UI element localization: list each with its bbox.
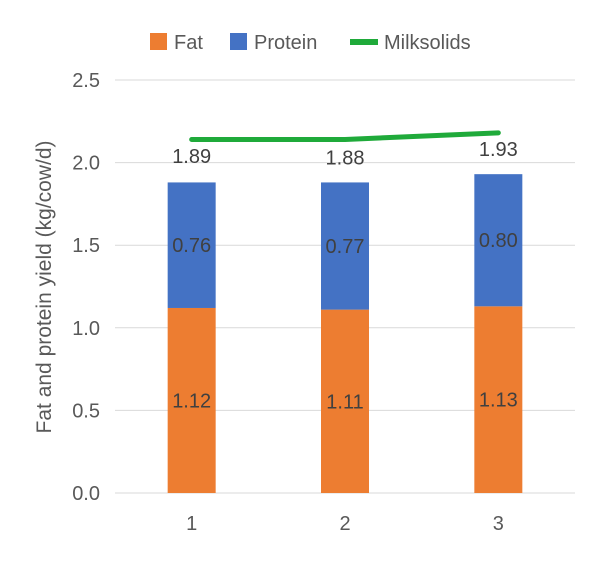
legend-label-fat: Fat bbox=[174, 32, 203, 54]
legend-label-milksolids: Milksolids bbox=[384, 32, 471, 54]
x-tick-label: 3 bbox=[493, 513, 504, 535]
data-label-protein: 0.80 bbox=[479, 230, 518, 252]
total-label: 1.89 bbox=[172, 146, 211, 168]
x-axis-tick-labels: 1 2 3 bbox=[186, 513, 504, 535]
y-axis-title: Fat and protein yield (kg/cow/d) bbox=[33, 141, 56, 434]
segment-value-labels: 1.12 0.76 1.11 0.77 1.13 0.80 bbox=[172, 230, 518, 413]
milksolids-line bbox=[189, 130, 501, 142]
legend: Fat Protein Milksolids bbox=[150, 32, 471, 54]
y-tick-label: 0.5 bbox=[72, 400, 100, 422]
y-tick-label: 1.5 bbox=[72, 235, 100, 257]
y-tick-label: 2.5 bbox=[72, 70, 100, 92]
total-label: 1.93 bbox=[479, 139, 518, 161]
data-label-fat: 1.13 bbox=[479, 390, 518, 412]
total-value-labels: 1.89 1.88 1.93 bbox=[172, 139, 518, 169]
y-tick-label: 2.0 bbox=[72, 153, 100, 175]
y-axis-tick-labels: 0.0 0.5 1.0 1.5 2.0 2.5 bbox=[72, 70, 100, 505]
bar-segment-fat bbox=[474, 306, 523, 493]
legend-swatch-fat bbox=[150, 33, 167, 50]
data-label-fat: 1.12 bbox=[172, 390, 211, 412]
y-tick-label: 1.0 bbox=[72, 318, 100, 340]
x-tick-label: 2 bbox=[339, 513, 350, 535]
milksolids-line-layer bbox=[189, 130, 501, 142]
bar-segment-fat bbox=[321, 309, 369, 493]
bar-segment-protein bbox=[321, 182, 369, 310]
total-label: 1.88 bbox=[326, 147, 365, 169]
data-label-fat: 1.11 bbox=[326, 391, 363, 413]
data-label-protein: 0.76 bbox=[172, 235, 211, 257]
bars bbox=[167, 174, 523, 493]
x-tick-label: 1 bbox=[186, 513, 197, 535]
data-label-protein: 0.77 bbox=[326, 236, 365, 258]
bar-segment-protein bbox=[474, 174, 523, 307]
bar-segment-protein bbox=[167, 182, 216, 308]
legend-label-protein: Protein bbox=[254, 32, 317, 54]
y-tick-label: 0.0 bbox=[72, 483, 100, 505]
bar-segment-fat bbox=[167, 307, 216, 493]
legend-swatch-protein bbox=[230, 33, 247, 50]
